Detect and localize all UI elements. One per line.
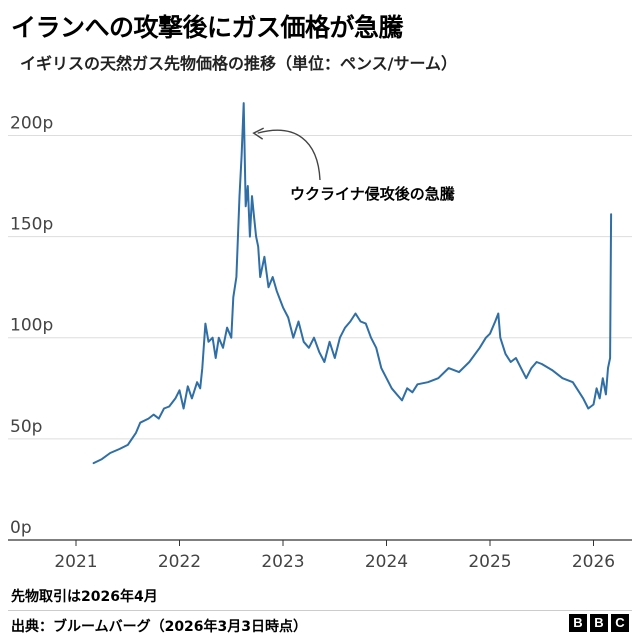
x-tick-label: 2021 — [54, 552, 97, 572]
x-tick-label: 2022 — [158, 552, 201, 572]
grid-lines — [8, 134, 632, 541]
x-axis-tick-labels: 2021 2022 2023 2024 2025 2026 — [54, 540, 615, 572]
logo-block-b2: B — [590, 614, 608, 632]
logo-block-c: C — [611, 614, 629, 632]
annotation-label: ウクライナ侵攻後の急騰 — [290, 185, 456, 203]
futures-note: 先物取引は2026年4月 — [11, 589, 158, 605]
footer-divider — [8, 610, 632, 611]
x-tick-label: 2024 — [365, 552, 408, 572]
y-tick-label: 150p — [10, 215, 53, 235]
y-tick-label: 200p — [10, 113, 53, 133]
y-tick-label: 100p — [10, 316, 53, 336]
chart-subtitle: イギリスの天然ガス先物価格の推移（単位：ペンス/サーム） — [20, 54, 458, 73]
y-axis-tick-labels: 0p 50p 100p 150p 200p — [10, 113, 53, 538]
source-credit: 出典：ブルームバーグ（2026年3月3日時点） — [11, 619, 308, 635]
x-tick-label: 2025 — [468, 552, 511, 572]
logo-block-b1: B — [569, 614, 587, 632]
annotation-layer: ウクライナ侵攻後の急騰 — [252, 127, 456, 203]
gas-price-line — [92, 102, 613, 465]
x-tick-label: 2023 — [261, 552, 304, 572]
chart-title: イランへの攻撃後にガス価格が急騰 — [11, 13, 404, 42]
bbc-logo: B B C — [569, 614, 629, 632]
x-tick-label: 2026 — [572, 552, 615, 572]
annotation-arrow — [257, 129, 321, 181]
series-layer — [92, 102, 613, 465]
y-tick-label: 0p — [10, 518, 32, 538]
annotation-arrowhead — [252, 127, 264, 140]
y-tick-label: 50p — [10, 417, 42, 437]
